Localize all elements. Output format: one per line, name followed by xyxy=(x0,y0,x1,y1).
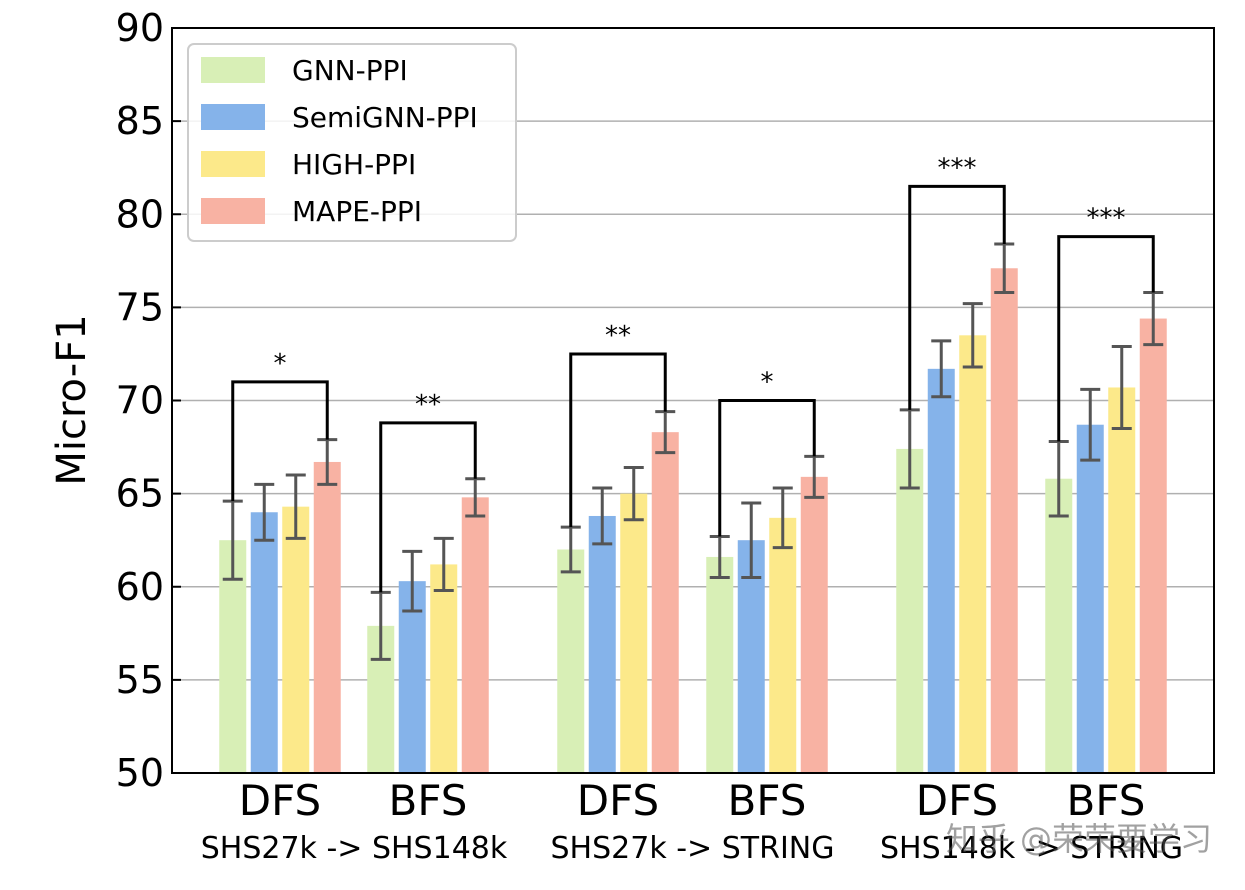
bar xyxy=(769,517,797,773)
significance-label: * xyxy=(761,368,774,398)
x-category-label: DFS xyxy=(239,776,321,825)
bar xyxy=(959,335,987,773)
bar xyxy=(990,268,1018,773)
significance-label: ** xyxy=(605,321,631,351)
legend: GNN-PPI SemiGNN-PPI HIGH-PPI MAPE-PPI xyxy=(187,43,517,242)
bar xyxy=(430,564,458,773)
legend-frame xyxy=(187,43,517,242)
x-category-label: BFS xyxy=(1067,776,1146,825)
bar xyxy=(588,515,616,773)
legend-label: GNN-PPI xyxy=(292,54,408,87)
legend-swatch xyxy=(201,104,265,130)
bar xyxy=(1045,478,1073,773)
significance-bracket xyxy=(379,421,477,593)
legend-swatch xyxy=(201,198,265,224)
x-group-label: SHS148k -> STRING xyxy=(880,831,1183,866)
significance-bracket xyxy=(231,380,329,502)
x-category-label: BFS xyxy=(389,776,468,825)
bar xyxy=(800,476,828,773)
significance-label: *** xyxy=(938,153,977,183)
y-tick-label: 50 xyxy=(116,751,164,795)
y-tick-label: 70 xyxy=(116,379,164,423)
y-tick-label: 80 xyxy=(116,192,164,236)
significance-bracket xyxy=(569,352,667,528)
x-axis-labels: DFS BFS SHS27k -> SHS148k DFS BFS SHS27k -> S… xyxy=(201,776,1183,866)
bar xyxy=(896,448,924,773)
bar xyxy=(282,506,310,773)
bar xyxy=(557,549,585,773)
legend-swatch xyxy=(201,151,265,177)
significance-label: *** xyxy=(1087,204,1126,234)
y-axis-ticks: 50 55 60 65 70 75 80 85 90 xyxy=(116,6,181,795)
legend-label: MAPE-PPI xyxy=(292,195,422,228)
x-category-label: DFS xyxy=(916,776,998,825)
bar xyxy=(1139,318,1167,773)
bar xyxy=(927,368,955,773)
x-group-label: SHS27k -> STRING xyxy=(551,831,835,866)
bar xyxy=(706,556,734,773)
legend-swatch xyxy=(201,57,265,83)
bar xyxy=(1076,424,1104,773)
x-category-label: BFS xyxy=(728,776,807,825)
y-tick-label: 90 xyxy=(116,6,164,50)
significance-brackets: ************ xyxy=(231,153,1155,593)
significance-label: ** xyxy=(415,390,441,420)
y-tick-label: 60 xyxy=(116,565,164,609)
legend-label: HIGH-PPI xyxy=(292,148,416,181)
bar xyxy=(620,493,648,773)
bar xyxy=(1108,387,1136,773)
error-bars xyxy=(222,242,1164,661)
significance-bracket xyxy=(908,184,1006,410)
x-group-label: SHS27k -> SHS148k xyxy=(201,831,508,866)
y-tick-label: 75 xyxy=(116,285,164,329)
legend-label: SemiGNN-PPI xyxy=(292,101,478,134)
y-tick-label: 55 xyxy=(116,658,164,702)
significance-bracket xyxy=(1057,235,1155,442)
watermark-text: 知乎 @荣荣要学习 xyxy=(946,820,1212,858)
bar xyxy=(398,581,426,773)
bar xyxy=(250,512,278,773)
significance-label: * xyxy=(274,349,287,379)
bar xyxy=(313,461,341,773)
x-category-label: DFS xyxy=(577,776,659,825)
y-tick-label: 65 xyxy=(116,472,164,516)
bars xyxy=(219,268,1167,773)
bar xyxy=(461,497,489,773)
y-axis-title: Micro-F1 xyxy=(49,314,95,485)
bar xyxy=(651,432,679,773)
significance-bracket xyxy=(718,399,816,537)
y-tick-label: 85 xyxy=(116,99,164,143)
bar xyxy=(737,540,765,773)
